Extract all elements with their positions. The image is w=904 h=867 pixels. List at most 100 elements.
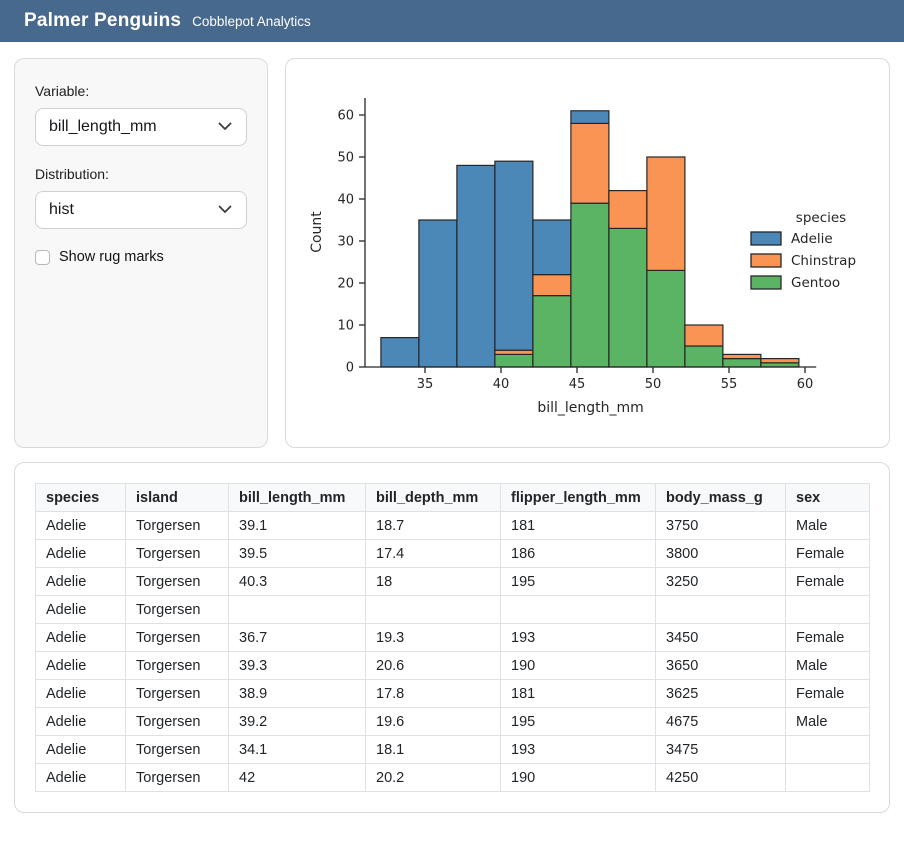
y-tick-label: 40: [337, 193, 354, 208]
table-cell: Torgersen: [125, 595, 229, 624]
y-tick-label: 10: [337, 319, 354, 334]
histogram-chart: 35 40 45 50 55 60 0 10 20 30 40 50 60 bill_length_mm C…: [309, 98, 856, 416]
table-cell: 195: [500, 707, 656, 736]
variable-select[interactable]: bill_length_mm: [35, 108, 247, 146]
table-row: Adelie Torgersen 38.9 17.8 181 3625 Female: [35, 679, 870, 708]
histogram-bar-segment: [570, 122, 610, 204]
rug-checkbox[interactable]: [35, 249, 50, 265]
table-cell: Adelie: [35, 511, 126, 540]
table-cell: Adelie: [35, 679, 126, 708]
table-cell: 193: [500, 735, 656, 764]
variable-select-value: bill_length_mm: [49, 118, 157, 135]
y-tick-label: 30: [337, 235, 354, 250]
table-cell: 3800: [655, 539, 786, 568]
table-cell: Adelie: [35, 707, 126, 736]
table-cell: [785, 595, 870, 624]
histogram-bar-segment: [608, 190, 648, 230]
app-subtitle: Cobblepot Analytics: [192, 14, 311, 29]
table-cell: [365, 595, 501, 624]
table-cell: Torgersen: [125, 707, 229, 736]
histogram-bar-segment: [380, 337, 420, 368]
table-row: Adelie Torgersen: [35, 595, 870, 624]
table-cell: Torgersen: [125, 735, 229, 764]
legend-label: Gentoo: [791, 275, 840, 291]
histogram-bar-segment: [684, 345, 724, 368]
histogram-bar-segment: [646, 269, 686, 368]
table-cell: Female: [785, 679, 870, 708]
column-header: bill_depth_mm: [365, 483, 501, 512]
histogram-bar-segment: [494, 160, 534, 351]
table-cell: Torgersen: [125, 511, 229, 540]
table-cell: 17.4: [365, 539, 501, 568]
table-cell: 39.3: [228, 651, 366, 680]
histogram-bar-segment: [684, 324, 724, 347]
chart-card: 35 40 45 50 55 60 0 10 20 30 40 50 60 bill_length_mm C…: [285, 58, 890, 448]
table-cell: Adelie: [35, 623, 126, 652]
column-header: sex: [785, 483, 870, 512]
table-cell: 4250: [655, 763, 786, 792]
table-cell: Adelie: [35, 595, 126, 624]
column-header: body_mass_g: [655, 483, 786, 512]
table-cell: Torgersen: [125, 567, 229, 596]
x-tick-label: 45: [569, 377, 586, 392]
table-row: Adelie Torgersen 42 20.2 190 4250: [35, 763, 870, 792]
table-cell: Female: [785, 567, 870, 596]
table-cell: 186: [500, 539, 656, 568]
x-tick-label: 35: [417, 377, 434, 392]
legend: species Adelie Chinstrap Gentoo: [750, 210, 856, 291]
table-row: Adelie Torgersen 39.5 17.4 186 3800 Female: [35, 539, 870, 568]
column-header: bill_length_mm: [228, 483, 366, 512]
column-header: island: [125, 483, 229, 512]
table-cell: Torgersen: [125, 679, 229, 708]
histogram-bar-segment: [532, 219, 572, 276]
table-body: Adelie Torgersen 39.1 18.7 181 3750 Male Adelie…: [35, 511, 870, 792]
histogram-bar-segment: [494, 353, 534, 368]
x-tick-label: 60: [797, 377, 814, 392]
table-cell: 19.6: [365, 707, 501, 736]
table-cell: 20.6: [365, 651, 501, 680]
table-cell: [785, 735, 870, 764]
table-card: species island bill_length_mm bill_depth_mm…: [14, 462, 890, 813]
table-cell: Female: [785, 623, 870, 652]
table-cell: Female: [785, 539, 870, 568]
rug-checkbox-label: Show rug marks: [59, 249, 164, 265]
table-cell: 18: [365, 567, 501, 596]
main-content: Variable: bill_length_mm Distribution: h…: [0, 42, 904, 830]
table-cell: 17.8: [365, 679, 501, 708]
histogram-bar-segment: [532, 274, 572, 297]
table-row: Adelie Torgersen 34.1 18.1 193 3475: [35, 735, 870, 764]
legend-swatch: [750, 253, 782, 268]
distribution-select[interactable]: hist: [35, 191, 247, 229]
distribution-label: Distribution:: [35, 166, 109, 182]
rug-checkbox-row[interactable]: Show rug marks: [35, 249, 247, 265]
table-cell: 34.1: [228, 735, 366, 764]
table-cell: 18.1: [365, 735, 501, 764]
app-title: Palmer Penguins: [24, 10, 182, 31]
table-cell: 181: [500, 679, 656, 708]
chevron-down-icon: [218, 118, 232, 136]
distribution-select-value: hist: [49, 201, 74, 218]
y-tick-label: 0: [346, 361, 354, 376]
table-cell: 3450: [655, 623, 786, 652]
table-cell: Adelie: [35, 567, 126, 596]
histogram-bar-segment: [570, 202, 610, 368]
table-cell: Male: [785, 707, 870, 736]
histogram-bar-segment: [608, 227, 648, 368]
table-row: Adelie Torgersen 39.2 19.6 195 4675 Male: [35, 707, 870, 736]
table-cell: Torgersen: [125, 623, 229, 652]
penguins-table: species island bill_length_mm bill_depth_mm…: [35, 483, 870, 792]
table-row: Adelie Torgersen 36.7 19.3 193 3450 Female: [35, 623, 870, 652]
column-header: species: [35, 483, 126, 512]
histogram-bar-segment: [532, 295, 572, 368]
table-cell: 3750: [655, 511, 786, 540]
chevron-down-icon: [218, 201, 232, 219]
table-cell: 20.2: [365, 763, 501, 792]
legend-label: Adelie: [791, 231, 833, 247]
y-tick-label: 20: [337, 277, 354, 292]
table-cell: 190: [500, 651, 656, 680]
table-cell: [655, 595, 786, 624]
table-row: Adelie Torgersen 40.3 18 195 3250 Female: [35, 567, 870, 596]
legend-label: Chinstrap: [791, 253, 856, 269]
table-cell: Male: [785, 511, 870, 540]
variable-label: Variable:: [35, 83, 90, 99]
